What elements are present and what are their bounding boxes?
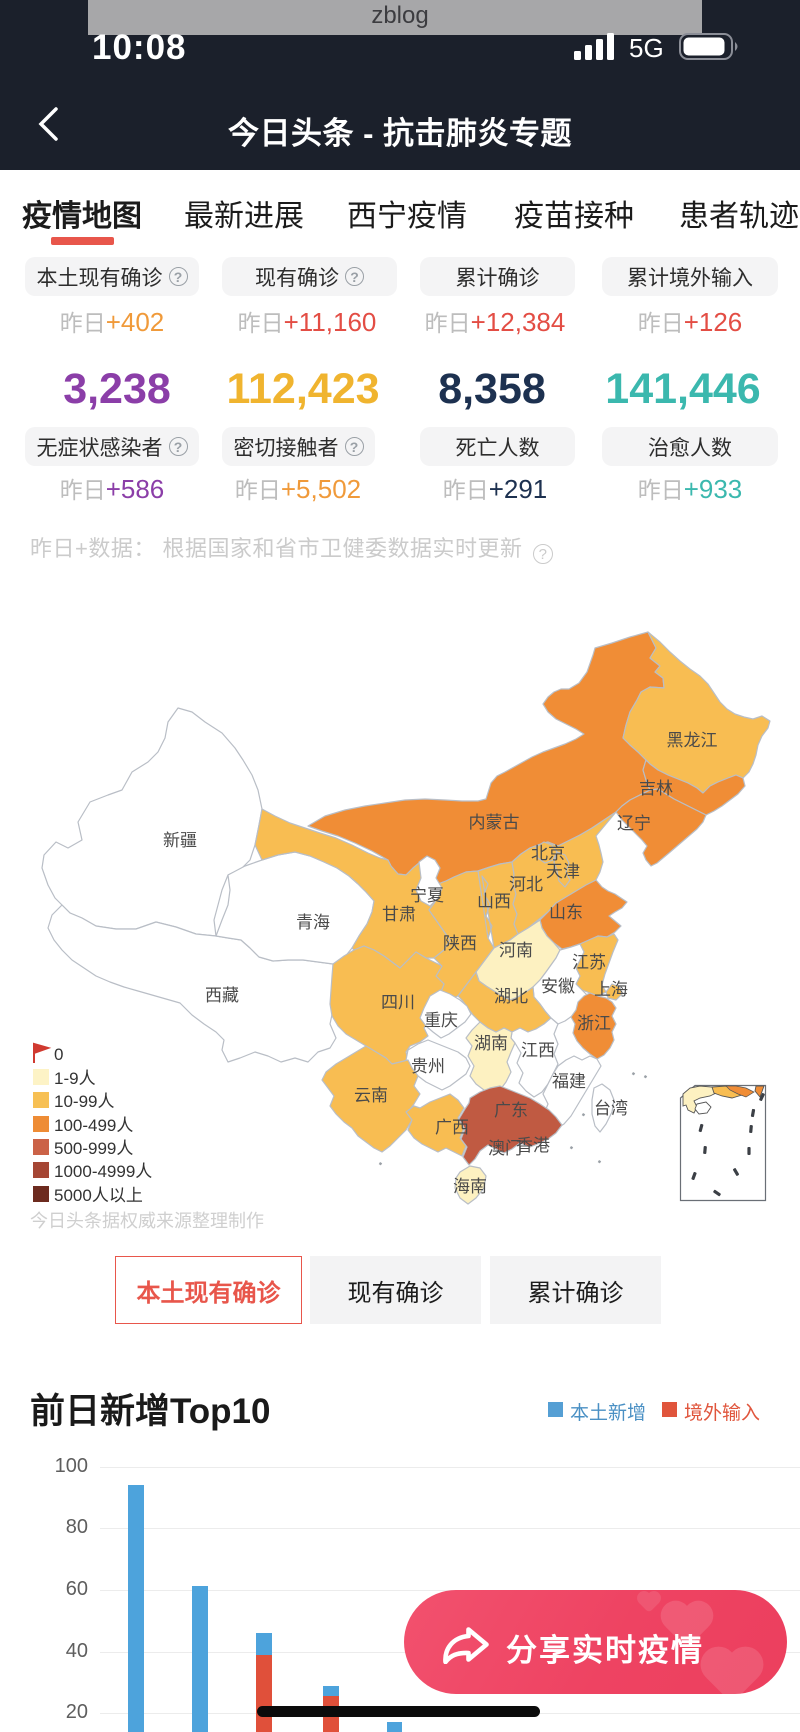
svg-text:湖南: 湖南 — [474, 1034, 508, 1053]
svg-text:山西: 山西 — [477, 892, 511, 911]
svg-text:甘肃: 甘肃 — [382, 905, 416, 924]
svg-text:广西: 广西 — [435, 1118, 469, 1137]
svg-text:福建: 福建 — [552, 1072, 586, 1091]
svg-text:今日头条据权威来源整理制作: 今日头条据权威来源整理制作 — [30, 1211, 264, 1231]
svg-text:香港: 香港 — [516, 1136, 550, 1155]
svg-text:新疆: 新疆 — [163, 831, 197, 850]
svg-text:江苏: 江苏 — [572, 953, 606, 972]
svg-text:江西: 江西 — [521, 1041, 555, 1060]
svg-text:西藏: 西藏 — [205, 986, 239, 1005]
svg-text:澳门: 澳门 — [488, 1139, 522, 1158]
svg-text:0: 0 — [54, 1045, 63, 1064]
svg-text:1000-4999人: 1000-4999人 — [54, 1162, 152, 1181]
svg-text:贵州: 贵州 — [411, 1057, 445, 1076]
svg-text:上海: 上海 — [594, 980, 628, 999]
svg-text:河南: 河南 — [499, 941, 533, 960]
svg-text:北京: 北京 — [531, 844, 565, 863]
svg-text:云南: 云南 — [354, 1086, 388, 1105]
svg-text:四川: 四川 — [381, 993, 415, 1012]
svg-text:广东: 广东 — [494, 1101, 528, 1120]
svg-text:河北: 河北 — [509, 875, 543, 894]
svg-text:重庆: 重庆 — [424, 1011, 458, 1030]
svg-text:内蒙古: 内蒙古 — [469, 813, 520, 832]
svg-text:5000人以上: 5000人以上 — [54, 1186, 143, 1205]
svg-text:陕西: 陕西 — [443, 934, 477, 953]
svg-text:湖北: 湖北 — [494, 987, 528, 1006]
svg-text:安徽: 安徽 — [541, 977, 575, 996]
svg-text:辽宁: 辽宁 — [617, 814, 651, 833]
svg-text:1-9人: 1-9人 — [54, 1069, 96, 1088]
svg-text:100-499人: 100-499人 — [54, 1116, 133, 1135]
svg-text:青海: 青海 — [296, 913, 330, 932]
svg-text:10-99人: 10-99人 — [54, 1092, 114, 1111]
svg-text:黑龙江: 黑龙江 — [667, 731, 718, 750]
svg-text:山东: 山东 — [549, 903, 583, 922]
svg-text:天津: 天津 — [546, 862, 580, 881]
svg-text:海南: 海南 — [453, 1177, 487, 1196]
svg-text:宁夏: 宁夏 — [410, 886, 444, 905]
svg-text:浙江: 浙江 — [577, 1014, 611, 1033]
svg-text:吉林: 吉林 — [639, 779, 673, 798]
svg-text:500-999人: 500-999人 — [54, 1139, 133, 1158]
svg-text:台湾: 台湾 — [594, 1099, 628, 1118]
